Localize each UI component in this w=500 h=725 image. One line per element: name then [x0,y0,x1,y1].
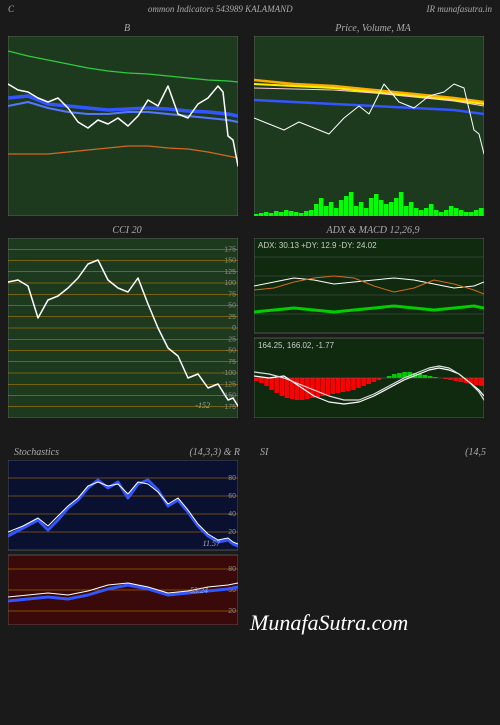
title-adx: ADX & MACD 12,26,9 [254,224,492,238]
watermark: MunafaSutra.com [250,610,408,636]
svg-text:-125: -125 [222,381,236,388]
hdr-center: ommon Indicators 543989 KALAMAND [148,4,293,14]
panel-si: SI(14,5 [254,446,492,625]
svg-text:164.25, 166.02, -1.77: 164.25, 166.02, -1.77 [258,341,335,350]
title-cci: CCI 20 [8,224,246,238]
svg-text:175: 175 [224,246,236,253]
title-si: SI(14,5 [254,446,492,460]
svg-text:80: 80 [228,475,236,482]
svg-text:11.57: 11.57 [203,539,221,548]
svg-text:-75: -75 [226,359,236,366]
svg-text:40: 40 [228,511,236,518]
panel-price-ma: Price, Volume, MA [254,22,492,216]
hdr-right: IR munafasutra.in [426,4,492,14]
title-bb: B [8,22,246,36]
svg-text:20: 20 [228,608,236,615]
svg-text:150: 150 [224,258,236,265]
svg-text:25: 25 [228,314,236,321]
svg-text:20: 20 [228,529,236,536]
hdr-left: C [8,4,14,14]
chart-adx-macd: ADX: 30.13 +DY: 12.9 -DY: 24.02 164.25, 1… [254,238,484,418]
svg-text:53.24: 53.24 [190,586,208,595]
title-ma: Price, Volume, MA [254,22,492,36]
panel-stochastics: Stochastics(14,3,3) & R 80 60 40 20 11.57 80 5… [8,446,246,625]
svg-text:-152: -152 [195,401,210,410]
svg-text:-50: -50 [226,348,236,355]
svg-text:125: 125 [224,269,236,276]
svg-text:-175: -175 [222,404,236,411]
panel-adx-macd: ADX & MACD 12,26,9 ADX: 30.13 +DY: 12.9 … [254,224,492,418]
svg-text:100: 100 [224,280,236,287]
chart-cci: 1751501251007550250-25-50-75-100-125-150… [8,238,238,418]
page-header: C ommon Indicators 543989 KALAMAND IR mu… [0,0,500,18]
svg-text:60: 60 [228,493,236,500]
svg-text:75: 75 [228,291,236,298]
panel-bollinger: B [8,22,246,216]
chart-ma [254,36,484,216]
title-stoch: Stochastics(14,3,3) & R [8,446,246,460]
svg-text:50: 50 [228,303,236,310]
svg-text:ADX: 30.13 +DY: 12.9 -DY: 24.0: ADX: 30.13 +DY: 12.9 -DY: 24.02 [258,241,377,250]
chart-bb [8,36,238,216]
panel-cci: CCI 20 175 150 125 100 75 50 25 0 -25 -50 -75 -100 -… [8,224,246,418]
svg-text:0: 0 [232,325,236,332]
svg-text:-100: -100 [222,370,236,377]
svg-text:-25: -25 [226,336,236,343]
svg-text:80: 80 [228,566,236,573]
chart-stoch: 8060402011.5780502053.24 [8,460,238,625]
